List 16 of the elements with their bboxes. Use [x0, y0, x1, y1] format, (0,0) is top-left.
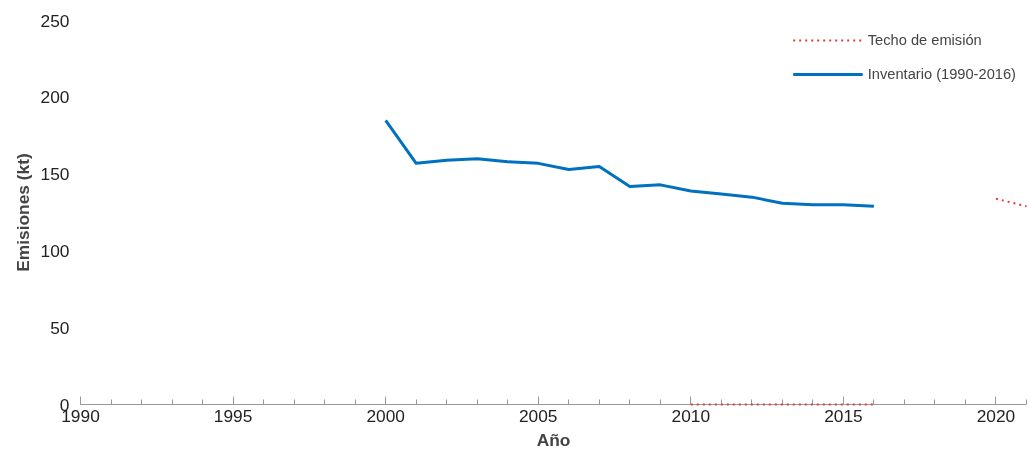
x-tick-label: 1995: [213, 405, 253, 426]
x-tick-label: 2000: [366, 405, 405, 426]
y-tick-label: 250: [40, 10, 70, 31]
y-tick-label: 150: [40, 164, 70, 185]
legend-label: Techo de emisión: [867, 32, 982, 48]
line-series: [384, 118, 876, 208]
x-tick-label: 2010: [671, 405, 711, 426]
x-tick-label: 2020: [976, 405, 1016, 426]
x-axis-title: Año: [536, 429, 571, 450]
y-tick-label: 50: [50, 317, 70, 338]
x-tick-label: 2005: [518, 405, 558, 426]
y-tick-label: 100: [40, 240, 70, 261]
y-axis-title: Emisiones (kt): [12, 153, 33, 272]
x-tick-label: 2015: [824, 405, 863, 426]
y-tick-label: 200: [40, 87, 70, 108]
legend-label: Inventario (1990-2016): [867, 66, 1016, 82]
